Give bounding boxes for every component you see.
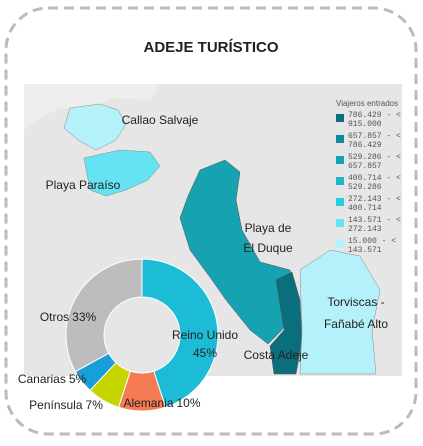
legend-swatch <box>336 114 344 122</box>
slice-category: Alemania <box>123 396 173 410</box>
slice-value: 5% <box>69 372 87 386</box>
legend-swatch <box>336 219 344 227</box>
area-label: Playa Paraíso <box>46 178 121 192</box>
title: ADEJE TURÍSTICO <box>143 39 278 56</box>
area-callao <box>63 103 127 151</box>
legend-label-part: 529.286 - < <box>348 153 401 162</box>
slice-value: 10% <box>177 396 201 410</box>
legend-title: Viajeros entrados <box>336 99 398 108</box>
legend-label-part: 272.143 - < <box>348 195 401 204</box>
area-label: Callao Salvaje <box>122 113 199 127</box>
slice-label: Otros 33% <box>40 310 97 324</box>
slice-label: Reino Unido 45% <box>172 328 238 360</box>
legend-label-part: 529.286 <box>348 183 382 192</box>
legend-label-part: 143.571 <box>348 246 382 255</box>
legend-label: 272.143 - <400.714 <box>348 195 401 213</box>
slice-category: Canarias <box>18 372 66 386</box>
slice-value: 7% <box>86 398 104 412</box>
legend-label-part: 657.857 <box>348 162 382 171</box>
legend-label-part: 400.714 <box>348 204 382 213</box>
legend-label: 143.571 - <272.143 <box>348 216 401 234</box>
legend-swatch <box>336 135 344 143</box>
legend-label: 15.000 - <143.571 <box>348 237 396 255</box>
legend-label: 657.857 - <786.429 <box>348 132 401 150</box>
legend-swatch <box>336 177 344 185</box>
legend-label-part: 15.000 - < <box>348 237 396 246</box>
area-label: Costa Adeje <box>244 348 309 362</box>
legend-swatch <box>336 156 344 164</box>
legend-swatch <box>336 240 344 248</box>
legend-label-part: 786.429 <box>348 141 382 150</box>
area-duque <box>179 159 297 345</box>
slice-value: 33% <box>72 310 96 324</box>
slice-label: Alemania 10% <box>123 396 200 410</box>
area-label: Torviscas - Fañabé Alto <box>324 295 388 331</box>
area-torviscas <box>299 249 381 375</box>
area-label-part: Torviscas - <box>327 295 384 309</box>
slice-category: Península <box>29 398 83 412</box>
legend-label-part: 272.143 <box>348 225 382 234</box>
legend-swatch <box>336 198 344 206</box>
legend-label: 529.286 - <657.857 <box>348 153 401 171</box>
legend-label-part: 657.857 - < <box>348 132 401 141</box>
area-costa <box>269 271 303 375</box>
donut-slice <box>65 258 143 373</box>
area-label-part: El Duque <box>243 241 293 255</box>
slice-category: Reino Unido <box>172 328 238 342</box>
legend-label-part: 786.429 - < <box>348 111 401 120</box>
slice-label: Canarias 5% <box>18 372 87 386</box>
area-paraiso <box>83 149 161 197</box>
legend-label-part: 143.571 - < <box>348 216 401 225</box>
slice-value: 45% <box>193 346 217 360</box>
area-label-part: Fañabé Alto <box>324 317 388 331</box>
slice-label: Península 7% <box>29 398 103 412</box>
slice-category: Otros <box>40 310 69 324</box>
map <box>24 84 402 376</box>
legend-label: 400.714 - <529.286 <box>348 174 401 192</box>
legend-label-part: 400.714 - < <box>348 174 401 183</box>
legend-label-part: 915.000 <box>348 120 382 129</box>
area-label: Playa de El Duque <box>243 221 293 255</box>
area-label-part: Playa de <box>245 221 292 235</box>
donut-slice <box>141 258 219 408</box>
legend-label: 786.429 - <915.000 <box>348 111 401 129</box>
